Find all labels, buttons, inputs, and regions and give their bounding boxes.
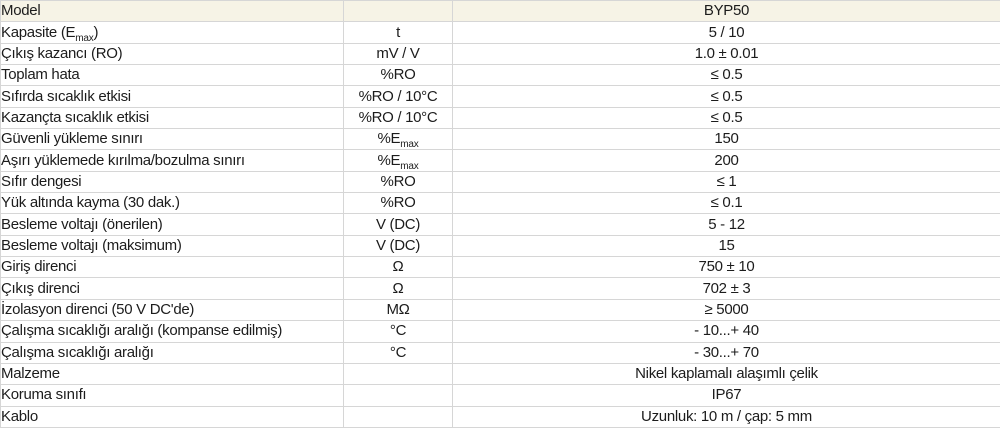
value-cell: 5 / 10 — [452, 21, 1000, 44]
parameter-name-cell: Yük altında kayma (30 dak.) — [0, 192, 344, 215]
table-row: Kapasite (Emax) t 5 / 10 — [0, 21, 1000, 44]
unit-cell: %Emax — [343, 149, 453, 172]
table-row: Toplam hata %RO ≤ 0.5 — [0, 64, 1000, 87]
unit-cell: °C — [343, 341, 453, 364]
unit-cell: Ω — [343, 256, 453, 279]
unit-cell: Ω — [343, 277, 453, 300]
table-row: Güvenli yükleme sınırı %Emax 150 — [0, 128, 1000, 151]
unit-cell: %RO — [343, 64, 453, 87]
value-cell: ≤ 0.5 — [452, 85, 1000, 108]
parameter-name-cell: Kablo — [0, 405, 344, 428]
parameter-name-cell: Güvenli yükleme sınırı — [0, 128, 344, 151]
value-cell: BYP50 — [452, 0, 1000, 23]
value-cell: IP67 — [452, 384, 1000, 407]
parameter-name-cell: Aşırı yüklemede kırılma/bozulma sınırı — [0, 149, 344, 172]
unit-cell — [343, 384, 453, 407]
table-row: Sıfır dengesi %RO ≤ 1 — [0, 170, 1000, 194]
value-cell: 5 - 12 — [452, 213, 1000, 236]
unit-cell — [343, 405, 453, 428]
value-cell: ≤ 0.5 — [452, 64, 1000, 87]
value-cell: - 10...+ 40 — [452, 320, 1000, 343]
unit-cell: mV / V — [343, 42, 453, 66]
unit-cell: V (DC) — [343, 234, 453, 258]
table-row: Besleme voltajı (maksimum) V (DC) 15 — [0, 234, 1000, 258]
value-cell: 702 ± 3 — [452, 277, 1000, 300]
parameter-name-cell: Model — [0, 0, 344, 23]
parameter-name-cell: Toplam hata — [0, 64, 344, 87]
parameter-name-cell: Malzeme — [0, 362, 344, 386]
unit-cell: %RO / 10°C — [343, 106, 453, 130]
parameter-name-cell: Sıfır dengesi — [0, 170, 344, 194]
table-row: Giriş direnci Ω 750 ± 10 — [0, 256, 1000, 279]
value-cell: 15 — [452, 234, 1000, 258]
unit-cell: °C — [343, 320, 453, 343]
unit-cell: %RO — [343, 170, 453, 194]
parameter-name-cell: İzolasyon direnci (50 V DC'de) — [0, 298, 344, 322]
value-cell: 150 — [452, 128, 1000, 151]
parameter-name-cell: Çalışma sıcaklığı aralığı — [0, 341, 344, 364]
parameter-name-cell: Besleme voltajı (önerilen) — [0, 213, 344, 236]
parameter-name-cell: Kazançta sıcaklık etkisi — [0, 106, 344, 130]
value-cell: ≤ 0.1 — [452, 192, 1000, 215]
value-cell: 1.0 ± 0.01 — [452, 42, 1000, 66]
parameter-name-cell: Besleme voltajı (maksimum) — [0, 234, 344, 258]
table-row: Malzeme Nikel kaplamalı alaşımlı çelik — [0, 362, 1000, 386]
parameter-name-cell: Çalışma sıcaklığı aralığı (kompanse edil… — [0, 320, 344, 343]
table-row: Kazançta sıcaklık etkisi %RO / 10°C ≤ 0.… — [0, 106, 1000, 130]
table-row: Çalışma sıcaklığı aralığı °C - 30...+ 70 — [0, 341, 1000, 364]
value-cell: - 30...+ 70 — [452, 341, 1000, 364]
table-row: Aşırı yüklemede kırılma/bozulma sınırı %… — [0, 149, 1000, 172]
value-cell: 750 ± 10 — [452, 256, 1000, 279]
table-row: Koruma sınıfı IP67 — [0, 384, 1000, 407]
table-row: Çalışma sıcaklığı aralığı (kompanse edil… — [0, 320, 1000, 343]
value-cell: ≤ 1 — [452, 170, 1000, 194]
unit-cell: %RO / 10°C — [343, 85, 453, 108]
unit-cell — [343, 362, 453, 386]
parameter-name-cell: Çıkış direnci — [0, 277, 344, 300]
unit-cell: MΩ — [343, 298, 453, 322]
table-row: Yük altında kayma (30 dak.) %RO ≤ 0.1 — [0, 192, 1000, 215]
table-row: Sıfırda sıcaklık etkisi %RO / 10°C ≤ 0.5 — [0, 85, 1000, 108]
value-cell: Nikel kaplamalı alaşımlı çelik — [452, 362, 1000, 386]
value-cell: 200 — [452, 149, 1000, 172]
parameter-name-cell: Giriş direnci — [0, 256, 344, 279]
value-cell: Uzunluk: 10 m / çap: 5 mm — [452, 405, 1000, 428]
table-row: Besleme voltajı (önerilen) V (DC) 5 - 12 — [0, 213, 1000, 236]
table-row: Model BYP50 — [0, 0, 1000, 23]
table-row: Çıkış direnci Ω 702 ± 3 — [0, 277, 1000, 300]
unit-cell: %RO — [343, 192, 453, 215]
unit-cell: t — [343, 21, 453, 44]
unit-cell: V (DC) — [343, 213, 453, 236]
parameter-name-cell: Sıfırda sıcaklık etkisi — [0, 85, 344, 108]
table-row: Çıkış kazancı (RO) mV / V 1.0 ± 0.01 — [0, 42, 1000, 66]
value-cell: ≥ 5000 — [452, 298, 1000, 322]
parameter-name-cell: Kapasite (Emax) — [0, 21, 344, 44]
unit-cell: %Emax — [343, 128, 453, 151]
value-cell: ≤ 0.5 — [452, 106, 1000, 130]
parameter-name-cell: Koruma sınıfı — [0, 384, 344, 407]
table-row: Kablo Uzunluk: 10 m / çap: 5 mm — [0, 405, 1000, 428]
unit-cell — [343, 0, 453, 23]
parameter-name-cell: Çıkış kazancı (RO) — [0, 42, 344, 66]
table-row: İzolasyon direnci (50 V DC'de) MΩ ≥ 5000 — [0, 298, 1000, 322]
